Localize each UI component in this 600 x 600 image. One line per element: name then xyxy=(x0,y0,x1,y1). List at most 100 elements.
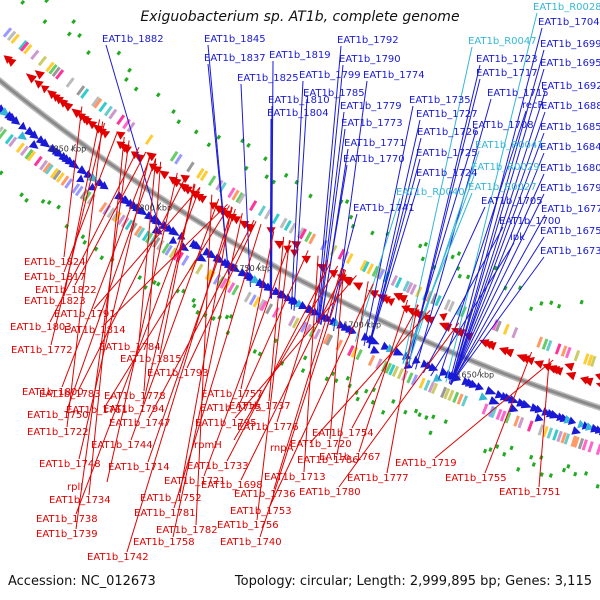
reverse-gene-arrow xyxy=(352,282,364,291)
reverse-label-line xyxy=(75,140,130,530)
cog-category-block xyxy=(554,343,562,355)
cog-category-block xyxy=(257,205,266,217)
rna-feature-tick xyxy=(308,193,313,199)
cog-category-block xyxy=(552,429,559,441)
forward-gene-label: EAT1b_1700 xyxy=(499,216,561,227)
cog-category-block xyxy=(19,145,29,157)
rna-feature-tick xyxy=(549,300,554,306)
reverse-gene-arrow xyxy=(486,342,497,351)
label-layer: 1850 kbp 1800 kbp 1750 kbp 1700 kbp 1650 kbp… xyxy=(10,2,600,563)
rna-feature-tick xyxy=(44,0,50,4)
forward-label-line xyxy=(450,193,545,385)
cog-category-block xyxy=(227,282,236,294)
reverse-gene-label: EAT1b_1755 xyxy=(445,473,507,484)
cog-category-block xyxy=(113,211,122,223)
reverse-gene-label: EAT1b_1722 xyxy=(27,427,89,438)
cog-category-block xyxy=(545,340,553,352)
rna-feature-tick xyxy=(548,473,553,478)
cog-category-block xyxy=(39,159,49,171)
forward-gene-label: EAT1b_1779 xyxy=(340,101,402,112)
forward-gene-label: EAT1b_1725 xyxy=(416,148,478,159)
reverse-gene-label: EAT1b_1752 xyxy=(140,493,202,504)
rna-feature-tick xyxy=(561,467,567,473)
rna-feature-tick xyxy=(283,172,289,178)
reverse-gene-label: EAT1b_1733 xyxy=(187,461,249,472)
forward-label-line xyxy=(450,236,545,385)
cog-category-block xyxy=(325,334,334,346)
reverse-gene-arrow xyxy=(594,373,600,381)
reverse-gene-label: EAT1b_1786 xyxy=(297,455,359,466)
forward-label-line xyxy=(290,80,304,310)
forward-label-line xyxy=(318,128,346,324)
rna-feature-tick xyxy=(193,129,199,135)
cog-category-block xyxy=(362,261,370,273)
forward-gene-arrow xyxy=(136,206,148,216)
cog-category-block xyxy=(491,319,499,331)
forward-gene-label: EAT1b_1771 xyxy=(344,138,406,149)
rna-feature-tick xyxy=(573,471,578,477)
cog-category-block xyxy=(26,150,36,162)
rna-feature-tick xyxy=(330,371,336,377)
reverse-gene-arrow xyxy=(595,382,600,388)
reverse-label-line xyxy=(63,131,118,273)
rna-feature-tick xyxy=(302,355,308,361)
reverse-gene-label: rnpA xyxy=(270,443,294,454)
cog-category-block xyxy=(19,41,30,52)
forward-label-line xyxy=(207,63,230,275)
rna-feature-tick xyxy=(566,463,571,469)
rna-feature-tick xyxy=(71,19,77,25)
cog-category-block xyxy=(231,284,240,296)
reverse-label-line xyxy=(538,358,550,488)
cog-category-block xyxy=(136,227,146,239)
rna-feature-tick xyxy=(516,467,521,472)
cog-category-block xyxy=(52,169,62,181)
reverse-gene-arrow xyxy=(116,131,126,140)
forward-gene-label: EAT1b_1770 xyxy=(343,154,405,165)
reverse-gene-arrow xyxy=(25,73,37,84)
rna-feature-tick xyxy=(529,454,534,460)
cog-category-block xyxy=(23,43,33,55)
rna-feature-tick xyxy=(529,306,534,312)
reverse-gene-arrow xyxy=(345,278,354,287)
forward-label-line xyxy=(450,152,545,385)
rna-feature-tick xyxy=(216,134,222,140)
forward-gene-arrow xyxy=(369,345,380,354)
cog-category-block xyxy=(279,217,288,229)
cog-category-block xyxy=(406,372,414,384)
forward-gene-arrow xyxy=(298,301,308,310)
reverse-label-line xyxy=(273,267,343,490)
cog-category-block xyxy=(287,315,296,327)
reverse-gene-arrow xyxy=(426,316,436,325)
forward-gene-label: EAT1b_1699 xyxy=(540,39,600,50)
forward-gene-arrow xyxy=(87,182,96,191)
cog-category-block xyxy=(537,424,545,436)
reverse-gene-arrow xyxy=(533,360,544,369)
cog-category-block xyxy=(461,395,469,407)
reverse-label-line xyxy=(186,220,257,369)
reverse-label-line xyxy=(138,158,157,343)
cog-category-block xyxy=(304,323,312,335)
rna-feature-tick xyxy=(181,288,186,294)
cog-category-block xyxy=(18,39,28,51)
reverse-gene-arrow xyxy=(564,362,575,372)
cog-category-block xyxy=(227,187,236,199)
cog-category-block xyxy=(51,66,61,78)
rna-feature-tick xyxy=(370,399,376,405)
cog-category-block xyxy=(586,354,594,366)
reverse-gene-label: EAT1b_1800 xyxy=(22,387,84,398)
cog-category-block xyxy=(431,382,439,395)
rna-feature-tick xyxy=(191,303,197,309)
reverse-gene-label: EAT1b_1736 xyxy=(234,489,296,500)
reverse-label-line xyxy=(240,231,275,390)
forward-label-line xyxy=(450,132,545,385)
cog-category-block xyxy=(347,345,355,357)
cog-category-block xyxy=(103,105,113,117)
rna-feature-tick xyxy=(264,174,269,180)
cog-category-block xyxy=(388,364,396,376)
rna-feature-tick xyxy=(20,0,26,5)
reverse-label-line xyxy=(130,198,220,441)
rna-feature-tick xyxy=(0,170,4,176)
cog-category-block xyxy=(181,255,190,267)
reverse-gene-label: EAT1b_1781 xyxy=(134,508,196,519)
forward-label-line xyxy=(271,60,274,299)
